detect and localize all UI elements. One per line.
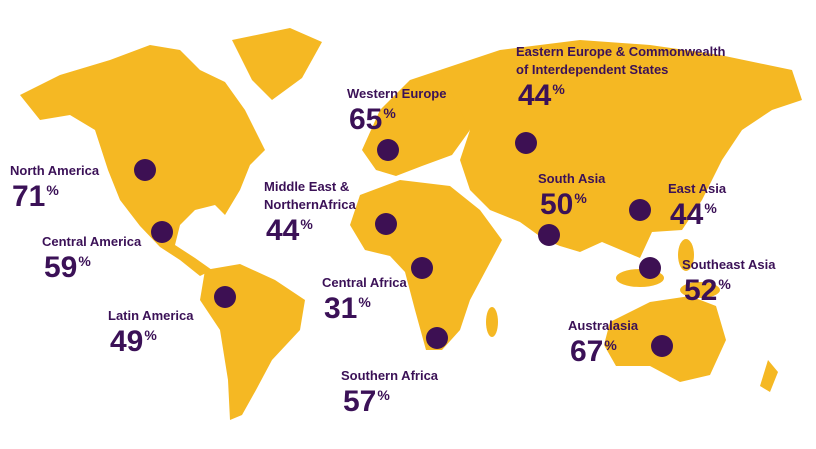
region-name: East Asia xyxy=(668,181,727,196)
region-percentage: 65% xyxy=(349,103,396,136)
region-marker xyxy=(639,257,661,279)
region-percentage: 44% xyxy=(670,198,717,231)
region-percentage: 44% xyxy=(518,79,565,112)
percentage-unit: % xyxy=(604,337,617,353)
region-percentage: 44% xyxy=(266,214,313,247)
region-name: NorthernAfrica xyxy=(264,197,357,212)
percentage-unit: % xyxy=(383,105,396,121)
region-percentage: 50% xyxy=(540,188,587,221)
region-name: Latin America xyxy=(108,308,194,323)
new-zealand xyxy=(760,360,778,392)
philippines xyxy=(678,239,694,271)
region-labels: North America 71% Central America 59% Latin … xyxy=(10,44,776,418)
percentage-unit: % xyxy=(358,294,371,310)
percentage-unit: % xyxy=(552,81,565,97)
percentage-unit: % xyxy=(704,200,717,216)
region-marker xyxy=(515,132,537,154)
percentage-value: 52 xyxy=(684,274,717,307)
region-percentage: 31% xyxy=(324,292,371,325)
region-name: Eastern Europe & Commonwealth xyxy=(516,44,726,59)
percentage-unit: % xyxy=(46,182,59,198)
region-percentage: 59% xyxy=(44,251,91,284)
percentage-unit: % xyxy=(377,387,390,403)
percentage-value: 49 xyxy=(110,325,143,358)
asia xyxy=(440,40,802,258)
region-marker xyxy=(134,159,156,181)
percentage-unit: % xyxy=(78,253,91,269)
percentage-value: 57 xyxy=(343,385,376,418)
region-name: Southeast Asia xyxy=(682,257,776,272)
region-name: Southern Africa xyxy=(341,368,439,383)
region-marker xyxy=(426,327,448,349)
percentage-value: 31 xyxy=(324,292,357,325)
region-marker xyxy=(538,224,560,246)
percentage-unit: % xyxy=(300,216,313,232)
region-percentage: 67% xyxy=(570,335,617,368)
percentage-unit: % xyxy=(574,190,587,206)
percentage-unit: % xyxy=(718,276,731,292)
percentage-value: 67 xyxy=(570,335,603,368)
continents xyxy=(20,28,802,420)
region-marker xyxy=(411,257,433,279)
region-marker xyxy=(151,221,173,243)
greenland xyxy=(232,28,322,100)
region-name: Australasia xyxy=(568,318,639,333)
region-name: Middle East & xyxy=(264,179,349,194)
percentage-unit: % xyxy=(144,327,157,343)
percentage-value: 50 xyxy=(540,188,573,221)
percentage-value: 44 xyxy=(266,214,300,247)
region-marker xyxy=(651,335,673,357)
region-percentage: 52% xyxy=(684,274,731,307)
region-percentage: 49% xyxy=(110,325,157,358)
percentage-value: 44 xyxy=(670,198,704,231)
region-name: of Interdependent States xyxy=(516,62,668,77)
region-name: South Asia xyxy=(538,171,606,186)
region-name: Western Europe xyxy=(347,86,446,101)
region-name: North America xyxy=(10,163,100,178)
percentage-value: 71 xyxy=(12,180,45,213)
region-percentage: 57% xyxy=(343,385,390,418)
region-marker xyxy=(377,139,399,161)
new-guinea xyxy=(680,282,720,298)
region-name: Central Africa xyxy=(322,275,408,290)
madagascar xyxy=(486,307,498,337)
percentage-value: 44 xyxy=(518,79,552,112)
south-america xyxy=(200,264,305,420)
region-marker xyxy=(214,286,236,308)
percentage-value: 65 xyxy=(349,103,382,136)
region-name: Central America xyxy=(42,234,142,249)
percentage-value: 59 xyxy=(44,251,77,284)
region-percentage: 71% xyxy=(12,180,59,213)
region-marker xyxy=(629,199,651,221)
region-marker xyxy=(375,213,397,235)
